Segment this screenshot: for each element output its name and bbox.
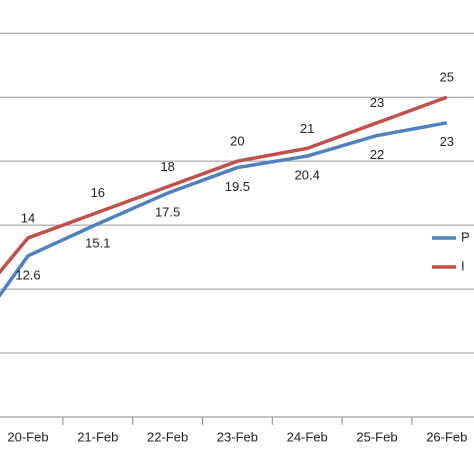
data-label: 17.5 [155,205,180,220]
x-tick-label: 20-Feb [7,429,48,444]
data-label: 19.5 [225,179,250,194]
data-label: 15.1 [85,235,110,250]
x-tick-label: 22-Feb [147,429,188,444]
series-line [0,95,448,275]
x-tick-label: 25-Feb [356,429,397,444]
legend-label: P [461,229,470,244]
data-label: 18 [160,159,174,174]
x-tick-label: 26-Feb [426,429,467,444]
data-label: 23 [440,134,454,149]
x-tick-label: 23-Feb [217,429,258,444]
data-label: 25 [440,70,454,85]
x-tick-label: 21-Feb [77,429,118,444]
data-label: 20 [230,134,244,149]
data-label: 23 [370,95,384,110]
data-label: 12.6 [15,267,40,282]
x-tick-label: 24-Feb [287,429,328,444]
data-label: 20.4 [295,167,320,182]
data-label: 14 [21,210,35,225]
data-label: 21 [300,121,314,136]
data-label: 16 [91,185,105,200]
data-label: 22 [370,147,384,162]
series-line [0,121,448,298]
legend-label: I [461,258,465,273]
